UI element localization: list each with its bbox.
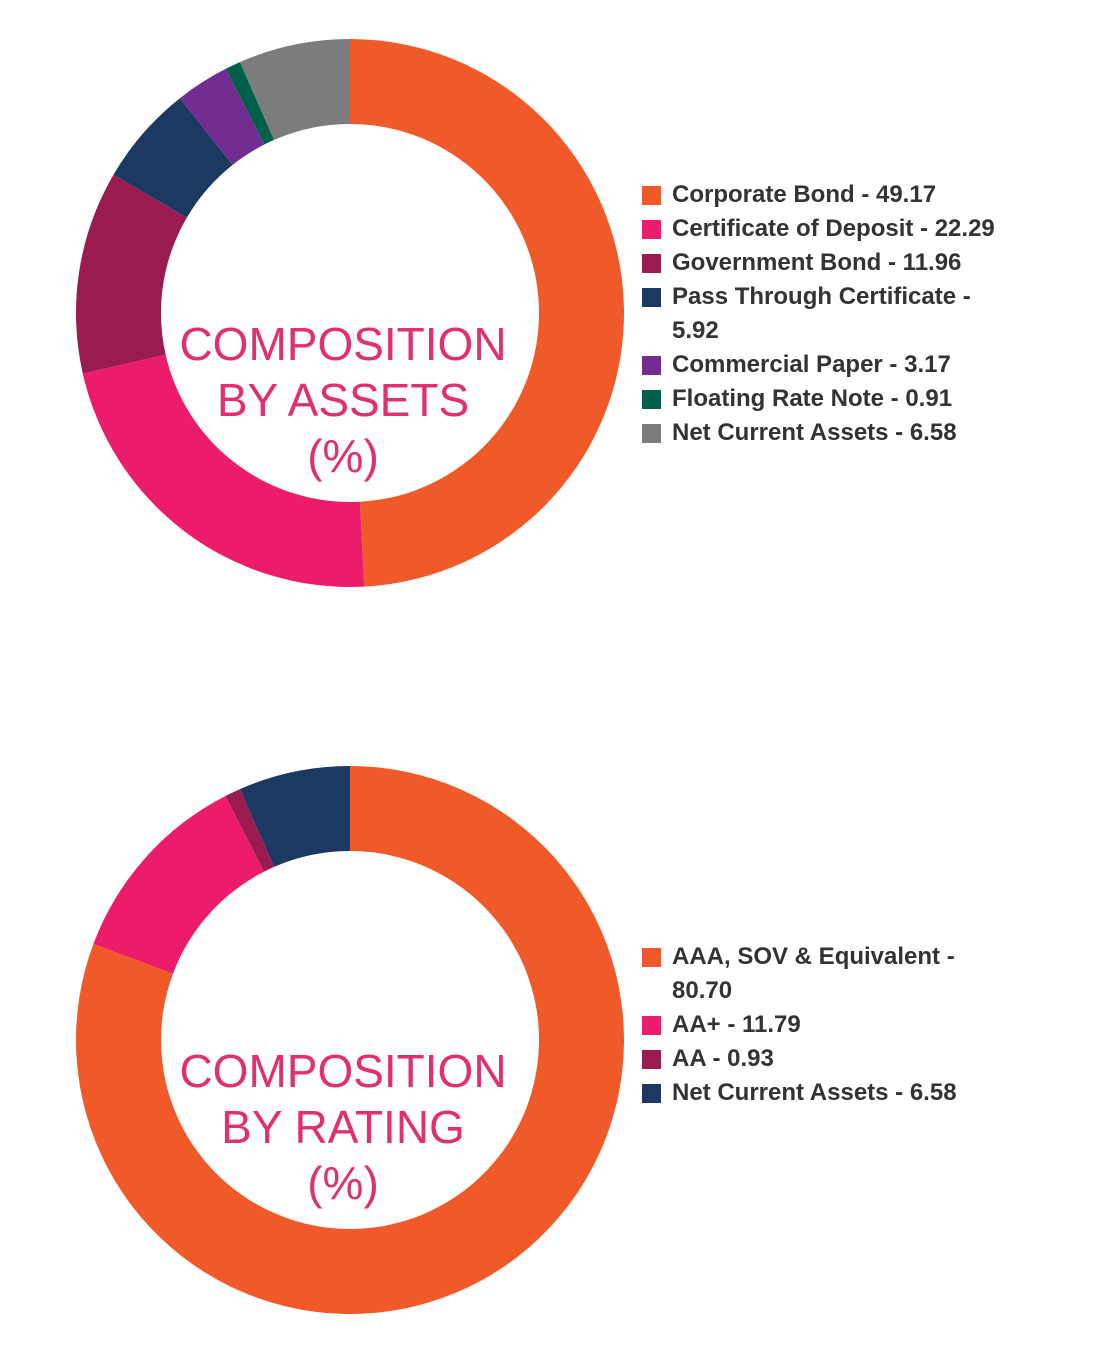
- center-title-line: COMPOSITION: [179, 318, 507, 370]
- legend-item-net-current-assets: Net Current Assets - 6.58: [642, 416, 1012, 450]
- slice-aa: [93, 795, 265, 974]
- legend-label: Commercial Paper - 3.17: [672, 351, 951, 378]
- legend-item-certificate-of-deposit: Certificate of Deposit - 22.29: [642, 212, 1012, 246]
- donut-assets: [75, 39, 625, 587]
- center-title-line: (%): [307, 1157, 379, 1209]
- legend-swatch: [642, 948, 661, 967]
- center-title-line: (%): [307, 430, 379, 482]
- legend-label: Floating Rate Note - 0.91: [672, 385, 953, 412]
- legend-swatch: [642, 1016, 661, 1035]
- legend-swatch: [642, 288, 661, 307]
- chart-composition-by-rating: COMPOSITION BY RATING (%) AAA, SOV & Equ…: [0, 720, 1096, 1351]
- center-title-rating: COMPOSITION BY RATING (%): [142, 1043, 544, 1211]
- slice-certificate-of-deposit: [82, 354, 365, 587]
- legend-swatch: [642, 390, 661, 409]
- slice-net-current-assets: [239, 766, 350, 867]
- legend-item-pass-through-certificate: Pass Through Certificate - 5.92: [642, 280, 1012, 348]
- slice-pass-through-certificate: [113, 98, 233, 218]
- legend-item-net-current-assets: Net Current Assets - 6.58: [642, 1076, 1012, 1110]
- legend-label: Corporate Bond - 49.17: [672, 181, 937, 208]
- donut-rating: [75, 766, 624, 1314]
- slice-government-bond: [75, 174, 187, 374]
- legend-item-floating-rate-note: Floating Rate Note - 0.91: [642, 382, 1012, 416]
- legend-label: Certificate of Deposit - 22.29: [672, 215, 995, 242]
- legend-item-commercial-paper: Commercial Paper - 3.17: [642, 348, 1012, 382]
- slice-commercial-paper: [179, 68, 265, 165]
- legend-assets: Corporate Bond - 49.17 Certificate of Dep…: [642, 178, 1012, 450]
- center-title-assets: COMPOSITION BY ASSETS (%): [142, 316, 544, 484]
- legend-swatch: [642, 356, 661, 375]
- legend-rating: AAA, SOV & Equivalent - 80.70 AA+ - 11.79…: [642, 940, 1012, 1110]
- legend-swatch: [642, 1084, 661, 1103]
- legend-item-aaa-sov-equivalent: AAA, SOV & Equivalent - 80.70: [642, 940, 1012, 1008]
- center-title-line: COMPOSITION: [179, 1045, 507, 1097]
- legend-swatch: [642, 186, 661, 205]
- slice-corporate-bond: [350, 39, 625, 587]
- legend-item-aa: AA+ - 11.79: [642, 1008, 1012, 1042]
- legend-swatch: [642, 1050, 661, 1069]
- legend-swatch: [642, 220, 661, 239]
- legend-label: AA+ - 11.79: [672, 1011, 801, 1038]
- legend-label: AA - 0.93: [672, 1045, 774, 1072]
- legend-item-corporate-bond: Corporate Bond - 49.17: [642, 178, 1012, 212]
- slice-aaa-sov-equivalent: [75, 766, 624, 1314]
- legend-item-aa: AA - 0.93: [642, 1042, 1012, 1076]
- slice-net-current-assets: [239, 39, 350, 140]
- legend-label: Net Current Assets - 6.58: [672, 419, 957, 446]
- legend-label: AAA, SOV & Equivalent - 80.70: [672, 943, 955, 1004]
- chart-composition-by-assets: COMPOSITION BY ASSETS (%) Corporate Bond…: [0, 0, 1096, 640]
- center-title-line: BY ASSETS: [216, 374, 470, 426]
- legend-label: Government Bond - 11.96: [672, 249, 962, 276]
- legend-label: Net Current Assets - 6.58: [672, 1079, 957, 1106]
- legend-label: Pass Through Certificate - 5.92: [672, 283, 971, 344]
- slice-aa: [225, 789, 275, 872]
- legend-swatch: [642, 424, 661, 443]
- legend-item-government-bond: Government Bond - 11.96: [642, 246, 1012, 280]
- slice-floating-rate-note: [225, 62, 275, 145]
- center-title-line: BY RATING: [221, 1101, 465, 1153]
- legend-swatch: [642, 254, 661, 273]
